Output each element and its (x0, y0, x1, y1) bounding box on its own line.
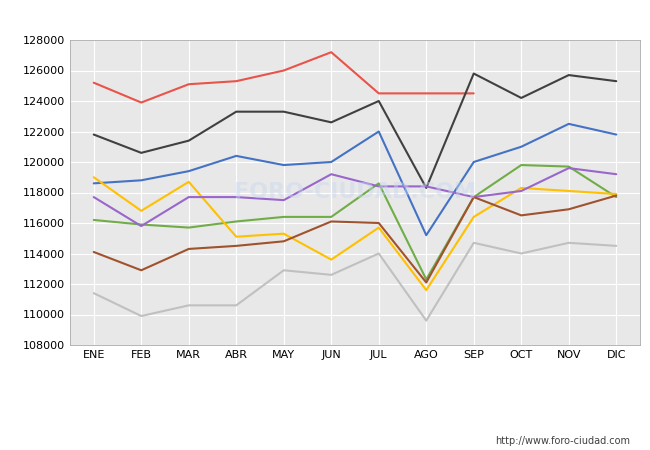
Text: FORO-CIUDAD.COM: FORO-CIUDAD.COM (234, 183, 476, 202)
Text: Afiliados en Donostia/San Sebastián a 30/9/2024: Afiliados en Donostia/San Sebastián a 30… (146, 13, 504, 27)
Text: http://www.foro-ciudad.com: http://www.foro-ciudad.com (495, 436, 630, 446)
